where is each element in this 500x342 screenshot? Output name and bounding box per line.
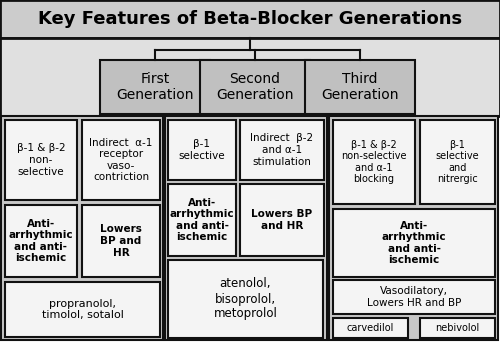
FancyBboxPatch shape	[82, 205, 160, 277]
FancyBboxPatch shape	[420, 120, 495, 204]
Text: Third
Generation: Third Generation	[321, 72, 399, 102]
FancyBboxPatch shape	[5, 282, 160, 337]
Text: Anti-
arrhythmic
and anti-
ischemic: Anti- arrhythmic and anti- ischemic	[170, 198, 234, 242]
FancyBboxPatch shape	[200, 60, 310, 114]
FancyBboxPatch shape	[0, 0, 500, 38]
Text: Second
Generation: Second Generation	[216, 72, 294, 102]
FancyBboxPatch shape	[0, 38, 500, 116]
FancyBboxPatch shape	[168, 120, 236, 180]
Text: Lowers
BP and
HR: Lowers BP and HR	[100, 224, 142, 258]
Text: Anti-
arrhythmic
and anti-
ischemic: Anti- arrhythmic and anti- ischemic	[8, 219, 74, 263]
FancyBboxPatch shape	[420, 318, 495, 338]
FancyBboxPatch shape	[329, 116, 498, 340]
Text: β-1 & β-2
non-selective
and α-1
blocking: β-1 & β-2 non-selective and α-1 blocking	[341, 140, 407, 184]
FancyBboxPatch shape	[168, 184, 236, 256]
Text: Vasodilatory,
Lowers HR and BP: Vasodilatory, Lowers HR and BP	[367, 286, 461, 308]
FancyBboxPatch shape	[5, 120, 77, 200]
FancyBboxPatch shape	[333, 209, 495, 277]
Text: Anti-
arrhythmic
and anti-
ischemic: Anti- arrhythmic and anti- ischemic	[382, 221, 446, 265]
FancyBboxPatch shape	[240, 184, 324, 256]
FancyBboxPatch shape	[165, 116, 327, 340]
FancyBboxPatch shape	[168, 260, 323, 338]
FancyBboxPatch shape	[333, 280, 495, 314]
FancyBboxPatch shape	[305, 60, 415, 114]
FancyBboxPatch shape	[333, 318, 408, 338]
Text: atenolol,
bisoprolol,
metoprolol: atenolol, bisoprolol, metoprolol	[214, 277, 278, 320]
Text: nebivolol: nebivolol	[436, 323, 480, 333]
FancyBboxPatch shape	[100, 60, 210, 114]
Text: β-1
selective: β-1 selective	[178, 139, 226, 161]
FancyBboxPatch shape	[240, 120, 324, 180]
Text: carvedilol: carvedilol	[347, 323, 394, 333]
Text: First
Generation: First Generation	[116, 72, 194, 102]
Text: Indirect  α-1
receptor
vaso-
contriction: Indirect α-1 receptor vaso- contriction	[90, 137, 152, 182]
Text: β-1 & β-2
non-
selective: β-1 & β-2 non- selective	[16, 143, 66, 176]
FancyBboxPatch shape	[333, 120, 415, 204]
Text: Indirect  β-2
and α-1
stimulation: Indirect β-2 and α-1 stimulation	[250, 133, 314, 167]
Text: β-1
selective
and
nitrergic: β-1 selective and nitrergic	[436, 140, 480, 184]
FancyBboxPatch shape	[82, 120, 160, 200]
FancyBboxPatch shape	[5, 205, 77, 277]
FancyBboxPatch shape	[1, 116, 163, 340]
Text: Key Features of Beta-Blocker Generations: Key Features of Beta-Blocker Generations	[38, 10, 462, 28]
Text: Lowers BP
and HR: Lowers BP and HR	[252, 209, 312, 231]
Text: propranolol,
timolol, sotalol: propranolol, timolol, sotalol	[42, 299, 123, 320]
